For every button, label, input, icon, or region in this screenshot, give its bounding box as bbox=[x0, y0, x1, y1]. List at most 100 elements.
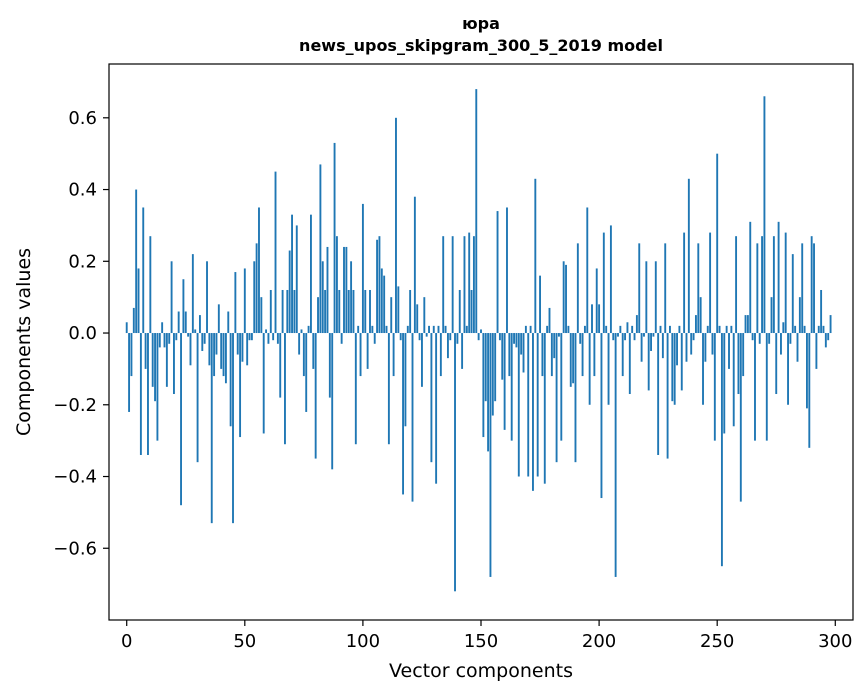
bar-component-169 bbox=[524, 325, 527, 334]
bar-component-131 bbox=[435, 333, 438, 484]
bar-component-255 bbox=[728, 333, 730, 369]
bar-component-204 bbox=[607, 333, 610, 405]
bar-component-207 bbox=[614, 333, 617, 577]
bar-component-45 bbox=[232, 333, 234, 524]
bar-component-297 bbox=[827, 333, 830, 341]
bar-component-160 bbox=[503, 333, 506, 430]
bar-component-11 bbox=[151, 333, 154, 387]
y-tick-label: −0.6 bbox=[53, 538, 97, 559]
bar-component-103 bbox=[369, 289, 371, 334]
bar-component-298 bbox=[829, 315, 832, 334]
bar-component-228 bbox=[664, 243, 667, 334]
bar-component-16 bbox=[163, 333, 166, 348]
bar-component-210 bbox=[621, 333, 624, 377]
bar-component-113 bbox=[392, 333, 395, 377]
bar-component-236 bbox=[683, 232, 686, 334]
bar-component-97 bbox=[354, 333, 357, 445]
bar-component-135 bbox=[444, 325, 447, 334]
bar-component-209 bbox=[619, 325, 622, 334]
bar-component-64 bbox=[276, 333, 279, 344]
bar-component-158 bbox=[498, 333, 501, 341]
bar-component-117 bbox=[402, 333, 404, 495]
bar-component-182 bbox=[555, 333, 558, 463]
bar-component-138 bbox=[451, 236, 454, 334]
x-tick-label: 150 bbox=[464, 631, 498, 652]
bar-component-51 bbox=[246, 333, 249, 366]
bar-component-291 bbox=[813, 243, 815, 334]
bar-component-5 bbox=[137, 268, 140, 334]
bar-component-12 bbox=[154, 333, 156, 402]
bar-component-234 bbox=[678, 325, 681, 334]
bar-component-102 bbox=[366, 333, 369, 369]
bar-component-21 bbox=[175, 333, 178, 341]
bar-component-69 bbox=[288, 250, 291, 334]
bar-component-221 bbox=[647, 333, 650, 391]
bar-component-101 bbox=[364, 289, 367, 334]
bar-component-258 bbox=[735, 236, 738, 334]
bar-component-225 bbox=[657, 333, 660, 455]
bar-component-250 bbox=[716, 153, 719, 334]
bar-component-276 bbox=[777, 221, 780, 334]
bar-component-260 bbox=[739, 333, 742, 502]
bar-component-240 bbox=[692, 333, 695, 341]
bar-component-142 bbox=[461, 333, 464, 369]
bar-component-174 bbox=[536, 333, 539, 477]
bar-component-194 bbox=[583, 325, 586, 334]
bar-component-199 bbox=[595, 268, 598, 334]
bar-component-226 bbox=[659, 325, 662, 334]
bar-component-262 bbox=[744, 315, 747, 334]
bar-component-193 bbox=[581, 333, 584, 377]
x-tick-label: 0 bbox=[121, 631, 132, 652]
bar-component-119 bbox=[406, 325, 409, 334]
bar-component-231 bbox=[671, 333, 674, 402]
bar-component-296 bbox=[824, 333, 827, 348]
bar-component-56 bbox=[258, 207, 260, 334]
bar-component-252 bbox=[720, 333, 723, 567]
bar-component-198 bbox=[593, 333, 596, 377]
x-tick-label: 250 bbox=[700, 631, 734, 652]
bar-component-146 bbox=[470, 289, 473, 334]
bar-component-68 bbox=[286, 289, 289, 334]
bar-component-284 bbox=[796, 333, 799, 362]
bar-component-29 bbox=[194, 329, 197, 334]
bar-component-123 bbox=[416, 304, 419, 334]
bar-component-42 bbox=[224, 333, 227, 384]
bar-component-107 bbox=[378, 236, 381, 334]
bar-component-150 bbox=[480, 329, 482, 334]
bar-component-98 bbox=[357, 325, 360, 334]
bar-component-140 bbox=[456, 333, 459, 344]
bar-component-186 bbox=[565, 264, 567, 334]
bar-component-134 bbox=[442, 236, 445, 334]
bar-component-181 bbox=[553, 333, 556, 359]
bar-component-249 bbox=[713, 333, 716, 441]
bar-component-217 bbox=[638, 243, 641, 334]
bar-component-122 bbox=[413, 196, 416, 334]
bar-component-176 bbox=[541, 333, 544, 377]
bar-component-237 bbox=[685, 333, 688, 362]
bar-component-90 bbox=[338, 289, 341, 334]
bar-component-223 bbox=[652, 333, 655, 337]
bar-component-167 bbox=[520, 333, 523, 355]
bar-component-108 bbox=[380, 268, 383, 334]
bar-component-60 bbox=[267, 333, 270, 344]
bar-component-212 bbox=[626, 322, 629, 334]
bar-component-195 bbox=[586, 207, 589, 334]
bar-component-227 bbox=[661, 333, 664, 359]
bar-component-22 bbox=[177, 311, 180, 334]
bar-component-75 bbox=[302, 333, 305, 377]
bar-component-110 bbox=[385, 325, 388, 334]
bar-component-77 bbox=[307, 325, 310, 334]
bar-component-31 bbox=[198, 315, 201, 334]
bar-component-253 bbox=[723, 333, 726, 434]
bar-component-187 bbox=[567, 325, 570, 334]
bar-component-200 bbox=[598, 304, 601, 334]
bar-component-65 bbox=[279, 333, 282, 398]
bar-component-147 bbox=[472, 236, 475, 334]
bar-component-67 bbox=[284, 333, 286, 445]
bar-component-235 bbox=[680, 333, 683, 391]
bar-component-38 bbox=[215, 333, 218, 355]
bar-component-162 bbox=[508, 333, 511, 377]
bar-component-286 bbox=[801, 243, 804, 334]
plot-area-frame bbox=[108, 63, 854, 621]
bar-component-197 bbox=[591, 304, 593, 334]
